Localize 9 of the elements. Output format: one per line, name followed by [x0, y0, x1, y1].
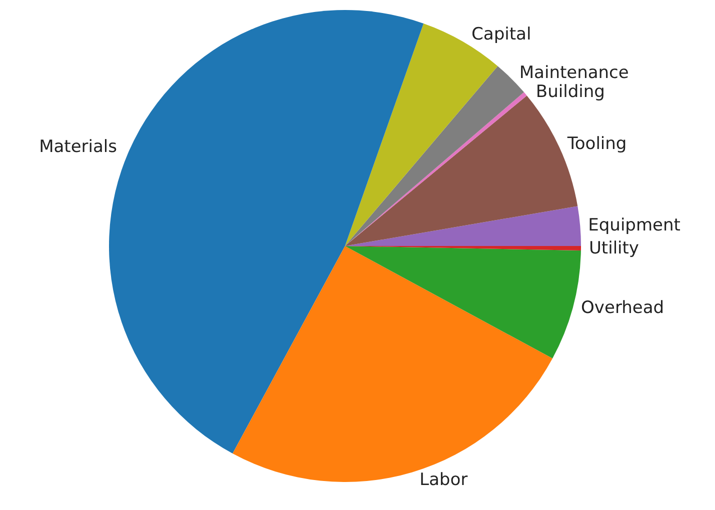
slice-label: Equipment	[588, 215, 681, 236]
slice-label: Tooling	[566, 134, 627, 154]
slice-label: Utility	[588, 238, 640, 258]
slice-label: Maintenance	[519, 62, 629, 83]
slice-label: Overhead	[581, 298, 664, 318]
slice-label: Capital	[472, 24, 532, 44]
slice-label: Labor	[420, 470, 468, 490]
slice-label: Materials	[39, 136, 118, 157]
slice-label: Building	[536, 82, 605, 102]
